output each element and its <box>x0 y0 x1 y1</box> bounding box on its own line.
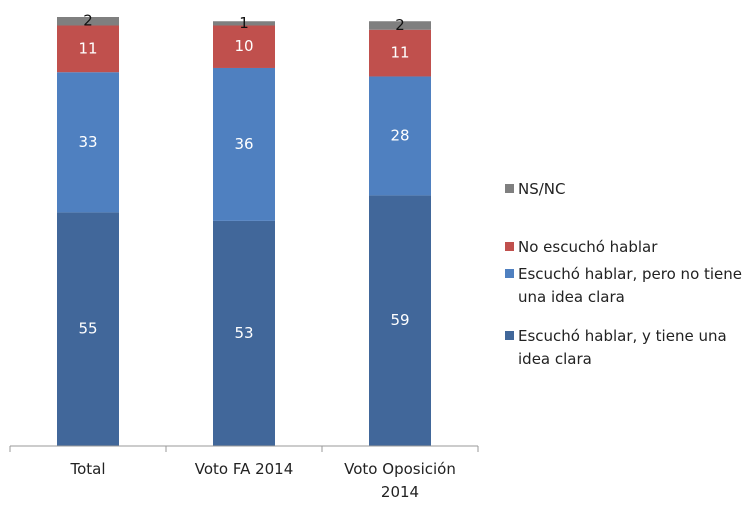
bar-segment <box>57 17 119 26</box>
legend-label: NS/NC <box>518 180 566 198</box>
legend-swatch <box>505 184 514 193</box>
bar-segment <box>57 25 119 73</box>
data-label: 55 <box>78 320 97 338</box>
legend-swatch <box>505 331 514 340</box>
bar-segment <box>369 195 431 446</box>
data-label: 36 <box>234 135 253 153</box>
bar-segment <box>369 29 431 77</box>
bar-segment <box>213 21 275 26</box>
bar-segment <box>369 76 431 196</box>
data-label: 59 <box>390 311 409 329</box>
data-label: 11 <box>78 39 97 57</box>
x-tick-label: Total <box>70 460 106 478</box>
legend-swatch <box>505 242 514 251</box>
bar-segment <box>213 25 275 68</box>
data-label: 11 <box>390 44 409 62</box>
bar-segment <box>57 212 119 446</box>
bar-segment <box>57 72 119 213</box>
legend-label: No escuchó hablar <box>518 238 658 256</box>
data-label: 2 <box>83 12 93 30</box>
bar-segment <box>213 67 275 221</box>
data-label: 53 <box>234 324 253 342</box>
x-tick-label: Voto Oposición 2014 <box>344 460 456 501</box>
data-label: 1 <box>239 14 249 32</box>
data-label: 2 <box>395 16 405 34</box>
legend-label: Escuchó hablar, y tiene una idea clara <box>518 327 727 368</box>
bar-segment <box>369 21 431 30</box>
data-label: 33 <box>78 133 97 151</box>
legend-label: Escuchó hablar, pero no tiene una idea c… <box>518 265 743 306</box>
legend-swatch <box>505 269 514 278</box>
data-label: 28 <box>390 126 409 144</box>
x-tick-label: Voto FA 2014 <box>194 460 294 478</box>
bar-segment <box>213 220 275 446</box>
data-label: 10 <box>234 37 253 55</box>
